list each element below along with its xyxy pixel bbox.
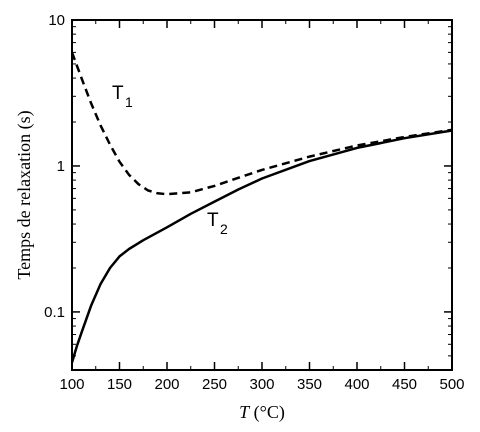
x-tick-label: 450 — [392, 376, 417, 393]
series-label-t1: T — [112, 83, 124, 104]
x-tick-label: 500 — [439, 376, 464, 393]
tick-labels: 100 150 200 250 300 350 400 450 500 0.1 1 10 — [44, 12, 464, 393]
ticks — [71, 19, 453, 371]
y-tick-label: 10 — [48, 12, 65, 29]
x-tick-label: 150 — [107, 376, 132, 393]
series-label-sub-t2: 2 — [220, 221, 228, 237]
x-tick-label: 100 — [59, 376, 84, 393]
x-tick-label: 200 — [154, 376, 179, 393]
x-axis-title-unit: (°C) — [249, 402, 285, 423]
x-axis-title-italic: T — [239, 402, 251, 422]
x-tick-label: 300 — [249, 376, 274, 393]
series-group — [70, 51, 453, 363]
y-tick-label: 1 — [57, 158, 65, 175]
x-tick-label: 250 — [202, 376, 227, 393]
x-tick-label: 350 — [297, 376, 322, 393]
series-label-sub-t1: 1 — [125, 94, 133, 110]
x-axis-title: T (°C) — [239, 402, 285, 423]
x-tick-label: 400 — [344, 376, 369, 393]
series-labels: T 1T 2 — [112, 83, 228, 237]
plot-frame — [71, 19, 453, 371]
series-label-t2: T — [207, 210, 219, 231]
y-axis-title: Temps de relaxation (s) — [14, 110, 35, 279]
series-line-t1 — [70, 51, 453, 196]
series-line-t2 — [70, 129, 453, 363]
y-tick-label: 0.1 — [44, 304, 65, 321]
